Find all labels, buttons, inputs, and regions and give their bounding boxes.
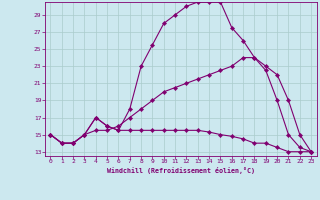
X-axis label: Windchill (Refroidissement éolien,°C): Windchill (Refroidissement éolien,°C) xyxy=(107,167,255,174)
